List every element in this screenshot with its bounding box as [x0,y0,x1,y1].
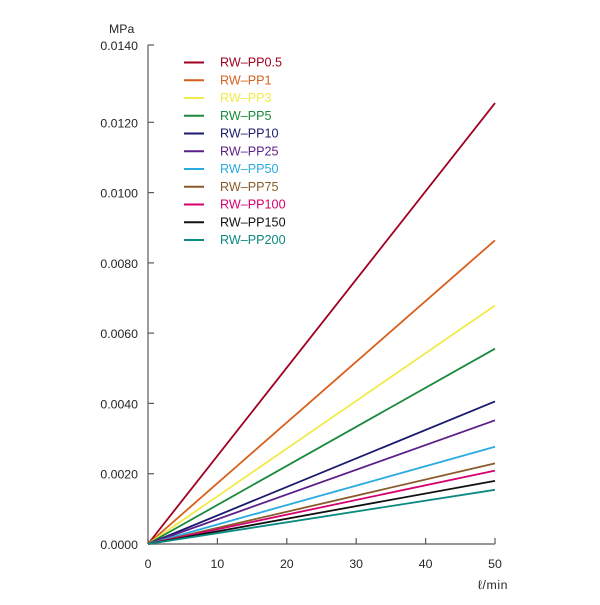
svg-text:30: 30 [349,557,363,571]
svg-text:RW–PP5: RW–PP5 [220,109,272,123]
svg-text:40: 40 [419,557,433,571]
svg-text:ℓ/min: ℓ/min [478,578,508,592]
svg-text:RW–PP0.5: RW–PP0.5 [220,56,282,70]
svg-text:10: 10 [211,557,225,571]
svg-text:RW–PP75: RW–PP75 [220,180,279,194]
svg-text:0.0020: 0.0020 [100,468,138,482]
svg-text:0: 0 [145,557,152,571]
svg-text:RW–PP3: RW–PP3 [220,91,272,105]
svg-text:0.0120: 0.0120 [100,116,138,130]
svg-text:0.0080: 0.0080 [100,257,138,271]
svg-text:RW–PP25: RW–PP25 [220,144,279,158]
svg-text:0.0140: 0.0140 [100,39,138,53]
svg-text:50: 50 [488,557,502,571]
svg-text:RW–PP50: RW–PP50 [220,162,279,176]
svg-text:MPa: MPa [109,22,134,36]
svg-text:RW–PP200: RW–PP200 [220,233,286,247]
svg-text:RW–PP100: RW–PP100 [220,198,286,212]
svg-text:0.0040: 0.0040 [100,397,138,411]
svg-text:RW–PP10: RW–PP10 [220,127,279,141]
svg-text:0.0060: 0.0060 [100,327,138,341]
svg-text:20: 20 [280,557,294,571]
svg-text:RW–PP150: RW–PP150 [220,215,286,229]
svg-text:RW–PP1: RW–PP1 [220,73,272,87]
svg-text:0.0100: 0.0100 [100,187,138,201]
svg-text:0.0000: 0.0000 [100,538,138,552]
